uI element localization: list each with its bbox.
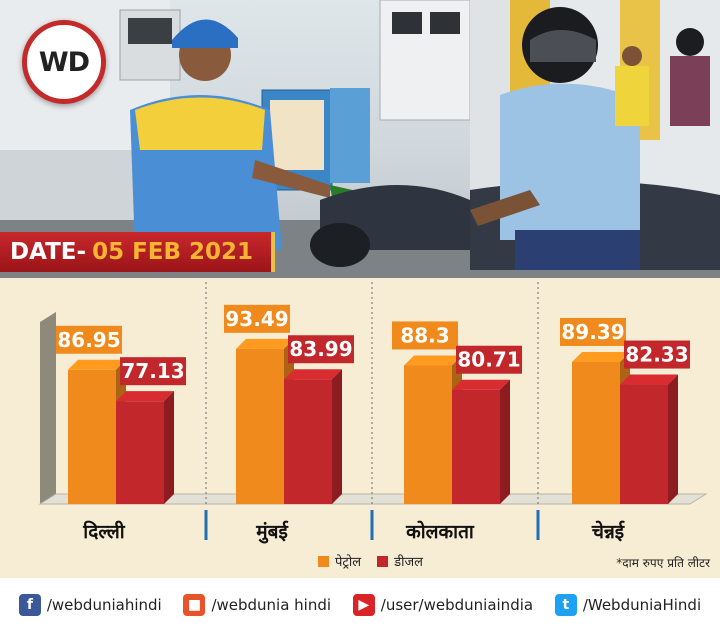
value-label-kolkata-diesel: 80.71 (457, 348, 520, 372)
youtube-icon: ▶ (352, 594, 375, 616)
bar-side-delhi-diesel (164, 391, 174, 504)
twitter-icon: t (554, 594, 577, 616)
header-photo: WD DATE- 05 FEB 2021 (0, 0, 720, 278)
bar-delhi-diesel (116, 401, 164, 504)
bar-top-chennai-diesel (620, 374, 678, 385)
legend-label-diesel: डीजल (394, 555, 423, 570)
category-label-kolkata: कोलकाता (406, 521, 474, 543)
bar-chennai-petrol (572, 361, 620, 504)
value-label-box-delhi-diesel (120, 357, 186, 386)
category-label-chennai: चेन्नई (591, 521, 625, 543)
bar-top-kolkata-diesel (452, 379, 510, 390)
fuel-station-scene (0, 0, 720, 278)
social-link-twitter[interactable]: t /WebduniaHindi (554, 594, 702, 616)
value-label-mumbai-diesel: 83.99 (289, 337, 352, 361)
chart-legend: पेट्रोल डीजल (318, 552, 423, 570)
bar-top-delhi-petrol (68, 359, 126, 370)
value-label-delhi-petrol: 86.95 (57, 328, 120, 352)
value-label-box-mumbai-petrol (224, 304, 290, 333)
bar-top-mumbai-diesel (284, 369, 342, 380)
value-label-box-chennai-diesel (624, 340, 690, 369)
social-link-youtube[interactable]: ▶ /user/webduniaindia (352, 594, 534, 616)
bar-side-mumbai-diesel (332, 369, 342, 504)
social-footer: f /webduniahindi ■ /webdunia hindi ▶ /us… (0, 578, 720, 632)
social-text-twitter: /WebduniaHindi (582, 596, 702, 614)
category-label-mumbai: मुंबई (256, 521, 288, 543)
value-label-box-delhi-petrol (56, 325, 122, 354)
bar-kolkata-diesel (452, 389, 500, 504)
value-label-chennai-diesel: 82.33 (625, 343, 688, 367)
legend-label-petrol: पेट्रोल (335, 555, 362, 570)
value-label-mumbai-petrol: 93.49 (225, 307, 288, 331)
value-label-box-kolkata-diesel (456, 345, 522, 374)
facebook-icon: f (18, 594, 41, 616)
value-label-chennai-petrol: 89.39 (561, 320, 624, 344)
legend-swatch-diesel (377, 555, 389, 567)
value-label-box-chennai-petrol (560, 317, 626, 346)
value-label-box-kolkata-petrol (392, 321, 458, 350)
bar-top-kolkata-petrol (404, 355, 462, 366)
date-banner: DATE- 05 FEB 2021 (0, 232, 276, 272)
value-label-kolkata-petrol: 88.3 (400, 323, 449, 347)
date-label: DATE- (10, 239, 87, 265)
social-text-webdunia: /webdunia hindi (211, 596, 332, 614)
social-text-facebook: /webduniahindi (46, 596, 162, 614)
social-link-facebook[interactable]: f /webduniahindi (18, 594, 162, 616)
legend-swatch-petrol (318, 555, 329, 567)
value-label-box-mumbai-diesel (288, 335, 354, 364)
social-link-webdunia[interactable]: ■ /webdunia hindi (183, 594, 331, 616)
bar-mumbai-diesel (284, 379, 332, 504)
bar-top-delhi-diesel (116, 391, 174, 402)
logo-text: WD (38, 46, 90, 78)
value-label-delhi-diesel: 77.13 (121, 359, 184, 383)
category-label-delhi: दिल्ली (83, 521, 125, 543)
bar-top-mumbai-petrol (236, 338, 294, 349)
webdunia-icon: ■ (183, 594, 206, 616)
bar-side-chennai-diesel (668, 374, 678, 504)
webdunia-logo: WD (22, 20, 106, 104)
bar-kolkata-petrol (404, 365, 452, 504)
social-text-youtube: /user/webduniaindia (380, 596, 534, 614)
bar-side-kolkata-diesel (500, 379, 510, 504)
bar-delhi-petrol (68, 369, 116, 504)
bar-mumbai-petrol (236, 348, 284, 504)
date-value: 05 FEB 2021 (92, 239, 254, 265)
bar-chennai-diesel (620, 384, 668, 504)
chart-side-wall (40, 312, 56, 504)
unit-note: *दाम रुपए प्रति लीटर (616, 556, 710, 570)
fuel-price-chart: 86.95 77.13 93.49 83.99 88.3 80.71 89.39 82.33 … (0, 278, 720, 578)
bar-top-chennai-petrol (572, 351, 630, 362)
